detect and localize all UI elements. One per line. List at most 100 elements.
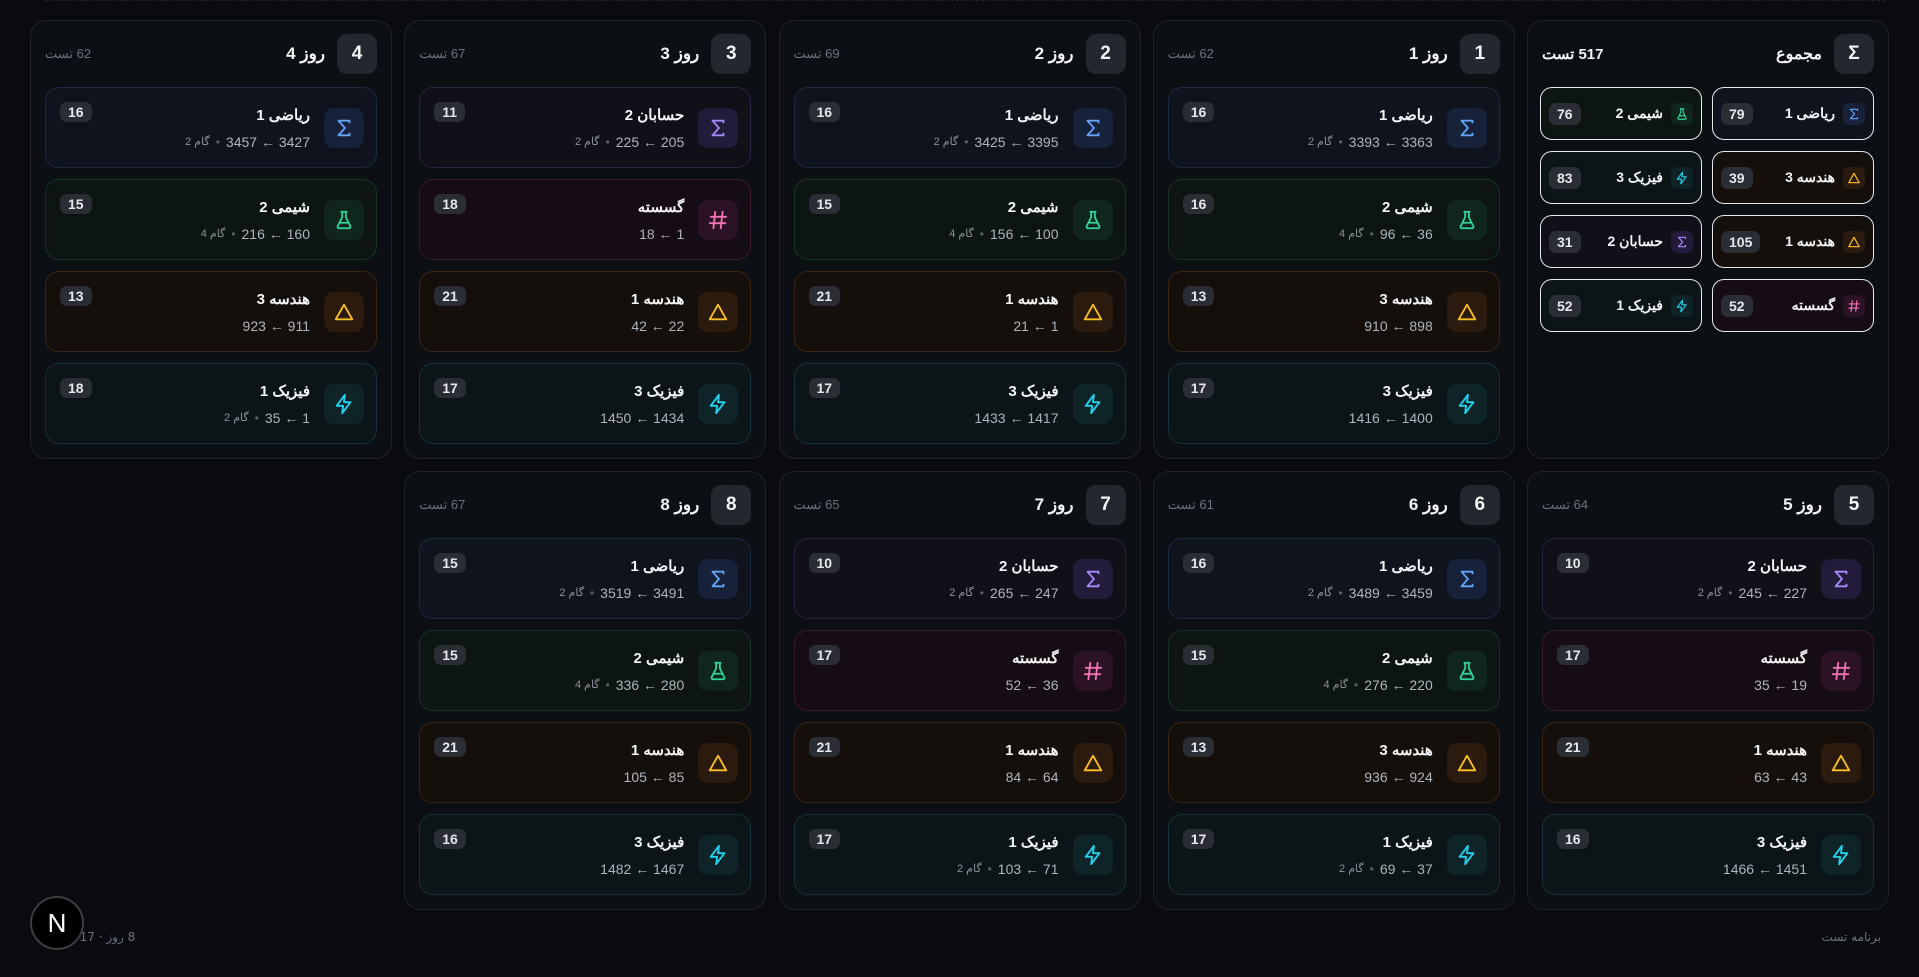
task-count-badge: 17 [1557, 645, 1589, 665]
task-body: گسسته 1 ← 18 [434, 198, 684, 242]
task-count-badge: 18 [60, 378, 92, 398]
task-details: 1417 ← 1433 [809, 410, 1058, 426]
summary-item[interactable]: ریاضی 1 79 [1712, 87, 1874, 140]
separator-dot: • [231, 226, 236, 241]
task-item[interactable]: هندسه 1 43 ← 63 21 [1542, 722, 1874, 803]
task-item[interactable]: شیمی 2 100 ← 156 • گام 4 15 [793, 179, 1126, 260]
summary-item-name: هندسه 1 [1785, 233, 1835, 249]
task-details: 3491 ← 3519 • گام 2 [434, 585, 684, 601]
task-count-badge: 17 [434, 378, 466, 398]
task-item[interactable]: فیزیک 1 37 ← 69 • گام 2 17 [1167, 814, 1500, 895]
task-body: ریاضی 1 3363 ← 3393 • گام 2 [1183, 106, 1433, 150]
task-count-badge: 13 [60, 286, 92, 306]
task-name: فیزیک 3 [1008, 382, 1059, 400]
task-item[interactable]: فیزیک 3 1417 ← 1433 17 [793, 363, 1126, 444]
task-item[interactable]: هندسه 1 1 ← 21 21 [793, 271, 1126, 352]
task-count-badge: 21 [434, 286, 466, 306]
task-item[interactable]: حسابان 2 205 ← 225 • گام 2 11 [419, 87, 752, 168]
day-number-badge: 2 [1085, 34, 1126, 74]
task-name: فیزیک 3 [1756, 833, 1807, 851]
summary-item[interactable]: فیزیک 3 83 [1540, 151, 1702, 204]
task-name: گسسته [1012, 649, 1059, 667]
task-details: 22 ← 42 [434, 318, 684, 334]
task-range: 3395 ← 3425 [974, 133, 1059, 150]
task-name: هندسه 1 [1753, 741, 1807, 759]
task-item[interactable]: هندسه 3 911 ← 923 13 [45, 271, 377, 352]
task-body: حسابان 2 247 ← 265 • گام 2 [809, 557, 1058, 601]
task-body: شیمی 2 160 ← 216 • گام 4 [60, 198, 310, 242]
task-item[interactable]: گسسته 36 ← 52 17 [793, 630, 1126, 711]
task-range: 220 ← 276 [1364, 676, 1433, 693]
task-name: ریاضی 1 [630, 557, 685, 575]
task-item[interactable]: فیزیک 3 1467 ← 1482 16 [419, 814, 752, 895]
task-count-badge: 17 [1182, 378, 1215, 398]
task-details: 911 ← 923 [60, 318, 310, 334]
task-item[interactable]: هندسه 1 22 ← 42 21 [419, 271, 752, 352]
sigma-icon [698, 558, 739, 599]
task-item[interactable]: فیزیک 1 71 ← 103 • گام 2 17 [793, 814, 1126, 895]
task-item[interactable]: فیزیک 1 1 ← 35 • گام 2 18 [45, 363, 377, 444]
task-name: گسسته [1760, 649, 1807, 667]
task-item[interactable]: ریاضی 1 3427 ← 3457 • گام 2 16 [45, 87, 377, 168]
task-item[interactable]: فیزیک 3 1400 ← 1416 17 [1167, 363, 1500, 444]
task-count-badge: 10 [808, 553, 841, 573]
triangle-icon [1843, 166, 1865, 189]
summary-item[interactable]: شیمی 2 76 [1540, 87, 1702, 140]
task-item[interactable]: هندسه 3 898 ← 910 13 [1167, 271, 1500, 352]
task-details: 43 ← 63 [1557, 769, 1807, 785]
triangle-icon [324, 291, 364, 332]
task-details: 160 ← 216 • گام 4 [60, 226, 310, 242]
task-range: 1400 ← 1416 [1348, 409, 1433, 426]
task-count-badge: 21 [808, 737, 841, 757]
day-header: 2 روز 2 69 تست [794, 21, 1126, 87]
task-range: 37 ← 69 [1379, 860, 1433, 877]
task-item[interactable]: گسسته 19 ← 35 17 [1542, 630, 1874, 711]
task-item[interactable]: حسابان 2 227 ← 245 • گام 2 10 [1542, 538, 1874, 619]
task-step: گام 4 [200, 228, 226, 240]
task-count-badge: 16 [808, 102, 841, 122]
task-range: 43 ← 63 [1754, 768, 1807, 785]
task-item[interactable]: هندسه 1 64 ← 84 21 [793, 722, 1126, 803]
task-range: 36 ← 52 [1005, 676, 1059, 693]
task-details: 1451 ← 1466 [1557, 861, 1807, 877]
task-step: گام 4 [1339, 228, 1364, 240]
task-item[interactable]: ریاضی 1 3363 ← 3393 • گام 2 16 [1167, 87, 1500, 168]
summary-item[interactable]: حسابان 2 31 [1540, 215, 1702, 268]
task-item[interactable]: گسسته 1 ← 18 18 [419, 179, 752, 260]
summary-item[interactable]: هندسه 3 39 [1712, 151, 1874, 204]
task-range: 924 ← 936 [1364, 768, 1433, 785]
task-item[interactable]: شیمی 2 280 ← 336 • گام 4 15 [419, 630, 752, 711]
triangle-icon [698, 742, 739, 783]
summary-item[interactable]: گسسته 52 [1712, 279, 1874, 332]
sigma-icon [698, 107, 739, 148]
task-item[interactable]: ریاضی 1 3459 ← 3489 • گام 2 16 [1167, 538, 1500, 619]
task-item[interactable]: هندسه 3 924 ← 936 13 [1167, 722, 1500, 803]
separator-dot: • [1728, 585, 1733, 600]
task-count-badge: 15 [808, 194, 841, 214]
day-test-count: 65 تست [793, 497, 840, 512]
flask-icon [324, 199, 364, 240]
task-item[interactable]: فیزیک 3 1451 ← 1466 16 [1542, 814, 1874, 895]
summary-item[interactable]: هندسه 1 105 [1712, 215, 1874, 268]
task-item[interactable]: ریاضی 1 3491 ← 3519 • گام 2 15 [419, 538, 752, 619]
task-range: 100 ← 156 [990, 225, 1059, 242]
summary-item[interactable]: فیزیک 1 52 [1540, 279, 1702, 332]
task-item[interactable]: فیزیک 3 1434 ← 1450 17 [419, 363, 752, 444]
task-item[interactable]: شیمی 2 160 ← 216 • گام 4 15 [45, 179, 377, 260]
next-logo-icon[interactable]: N [30, 896, 84, 950]
task-item[interactable]: ریاضی 1 3395 ← 3425 • گام 2 16 [793, 87, 1126, 168]
task-name: هندسه 1 [1005, 741, 1059, 759]
task-details: 898 ← 910 [1183, 318, 1433, 334]
task-item[interactable]: حسابان 2 247 ← 265 • گام 2 10 [793, 538, 1126, 619]
separator-dot: • [1338, 134, 1343, 149]
task-range: 280 ← 336 [615, 676, 685, 693]
task-item[interactable]: شیمی 2 36 ← 96 • گام 4 16 [1167, 179, 1500, 260]
bolt-icon [1671, 166, 1693, 189]
task-item[interactable]: شیمی 2 220 ← 276 • گام 4 15 [1167, 630, 1500, 711]
day-test-count: 69 تست [793, 46, 840, 61]
day-number-badge: 5 [1834, 485, 1874, 525]
day-header: 1 روز 1 62 تست [1168, 21, 1500, 87]
task-count-badge: 15 [434, 645, 466, 665]
task-range: 911 ← 923 [242, 317, 310, 334]
task-item[interactable]: هندسه 1 85 ← 105 21 [419, 722, 752, 803]
